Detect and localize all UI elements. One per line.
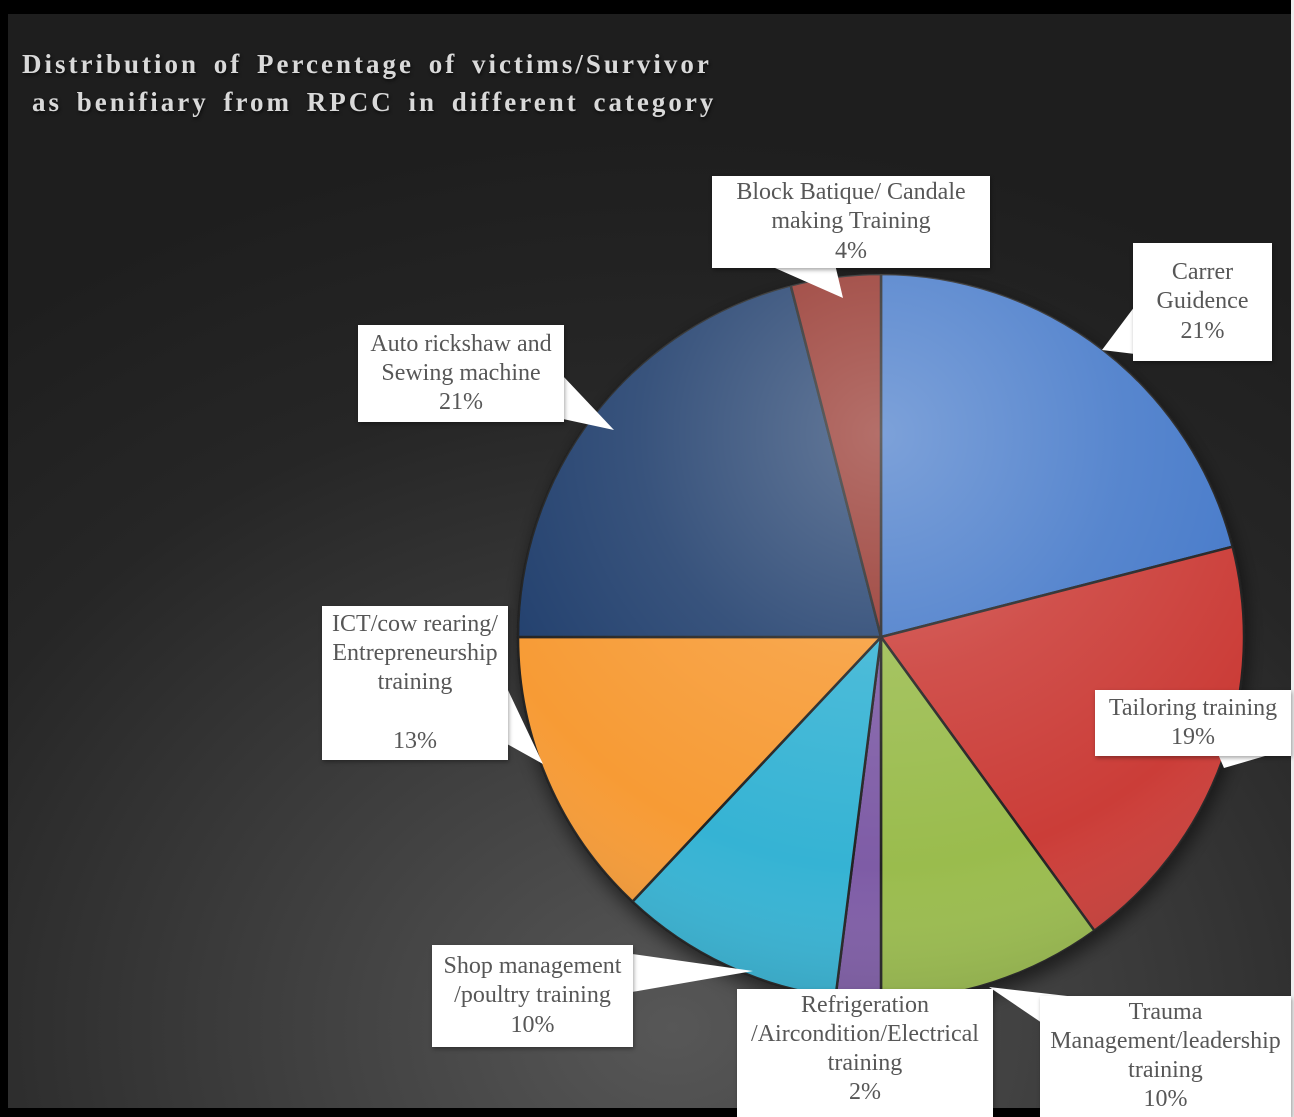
callout-tailoring-training-text: Tailoring training 19% xyxy=(1108,694,1278,750)
callout-refrigeration[interactable]: Refrigeration /Aircondition/Electrical t… xyxy=(737,989,993,1117)
callout-ict-cow-rearing-text: ICT/cow rearing/ Entrepreneurship traini… xyxy=(332,611,498,754)
callout-ict-cow-rearing[interactable]: ICT/cow rearing/ Entrepreneurship traini… xyxy=(322,606,508,760)
chart-title: Distribution of Percentage of victims/Su… xyxy=(22,46,742,122)
callout-auto-rickshaw-text: Auto rickshaw and Sewing machine 21% xyxy=(370,330,552,416)
callout-block-batique[interactable]: Block Batique/ Candale making Training 4… xyxy=(712,176,990,268)
callout-carrer-guidence-text: Carrer Guidence 21% xyxy=(1156,259,1249,344)
frame-top-bar xyxy=(0,0,1294,14)
callout-trauma-management[interactable]: Trauma Management/leadership training 10… xyxy=(1040,996,1291,1117)
frame-right-edge xyxy=(1291,0,1294,1117)
callout-tailoring-training[interactable]: Tailoring training 19% xyxy=(1095,690,1291,756)
callout-tail-tailoring-training xyxy=(1218,754,1272,768)
callout-tail-carrer-guidence xyxy=(1102,306,1135,354)
callout-auto-rickshaw[interactable]: Auto rickshaw and Sewing machine 21% xyxy=(358,325,564,422)
callout-tail-ict-cow-rearing xyxy=(507,688,543,764)
chart-title-line2: as benifiary from RPCC in different cate… xyxy=(32,86,717,117)
callout-refrigeration-text: Refrigeration /Aircondition/Electrical t… xyxy=(751,992,979,1106)
callout-shop-management[interactable]: Shop management /poultry training 10% xyxy=(432,945,633,1047)
frame-left-bar xyxy=(0,0,8,1117)
callout-trauma-management-text: Trauma Management/leadership training 10… xyxy=(1050,999,1281,1113)
callout-shop-management-text: Shop management /poultry training 10% xyxy=(443,953,622,1038)
callout-tail-block-batique xyxy=(757,260,843,298)
callout-tail-shop-management xyxy=(632,954,753,992)
callout-carrer-guidence[interactable]: Carrer Guidence 21% xyxy=(1133,243,1272,361)
callout-tail-auto-rickshaw xyxy=(563,376,614,430)
callout-block-batique-text: Block Batique/ Candale making Training 4… xyxy=(736,179,966,264)
frame-bottom-bar xyxy=(0,1108,1294,1117)
chart-title-line1: Distribution of Percentage of victims/Su… xyxy=(22,49,712,79)
